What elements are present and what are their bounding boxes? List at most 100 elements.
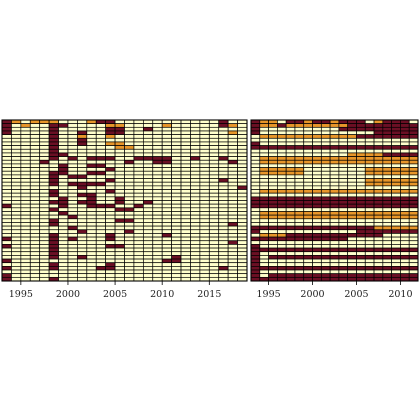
right-heatmap-cell [312, 123, 322, 128]
left-heatmap-cell [105, 152, 116, 157]
left-heatmap-cell [95, 266, 107, 271]
left-heatmap-cell [105, 163, 116, 168]
right-heatmap-cell [285, 236, 296, 242]
left-heatmap-cell [114, 152, 125, 157]
left-heatmap-cell [152, 240, 163, 245]
left-heatmap-cell [11, 258, 22, 264]
left-heatmap-cell [180, 174, 191, 179]
left-heatmap-cell [199, 240, 210, 245]
right-heatmap-cell [373, 262, 384, 267]
left-heatmap-cell [114, 240, 125, 245]
left-heatmap-cell [152, 236, 163, 242]
right-heatmap-cell [320, 170, 331, 176]
left-heatmap-cell [20, 181, 31, 187]
left-heatmap-cell [190, 170, 201, 176]
right-heatmap-cell [294, 207, 305, 212]
left-heatmap-cell [218, 137, 229, 143]
left-heatmap-cell [208, 181, 220, 187]
left-heatmap-cell [77, 167, 88, 172]
right-heatmap-cell [285, 130, 296, 135]
right-heatmap-cell [312, 126, 322, 132]
right-heatmap-cell [329, 137, 340, 143]
right-heatmap-cell [294, 233, 305, 238]
right-heatmap-cell [356, 148, 366, 154]
right-heatmap-cell [312, 152, 322, 157]
right-heatmap-cell [320, 159, 331, 165]
right-heatmap-cell [250, 266, 261, 271]
left-heatmap-cell [237, 130, 248, 135]
left-heatmap-cell [208, 200, 220, 205]
left-heatmap-cell [237, 229, 248, 234]
left-heatmap-cell [95, 170, 107, 176]
left-heatmap-cell [218, 218, 229, 223]
left-heatmap-cell [190, 167, 201, 172]
right-heatmap-cell [277, 148, 287, 154]
right-heatmap-cell [320, 229, 331, 234]
left-heatmap-cell [11, 196, 22, 201]
left-heatmap-cell [48, 236, 59, 242]
left-heatmap-cell [86, 181, 97, 187]
left-heatmap-cell [1, 178, 12, 183]
left-heatmap-cell [77, 203, 88, 209]
left-heatmap-cell [180, 141, 191, 146]
left-heatmap-cell [133, 255, 144, 260]
left-heatmap-cell [237, 211, 248, 216]
right-heatmap-cell [338, 218, 349, 223]
right-heatmap-cell [259, 189, 269, 194]
right-heatmap-cell [408, 266, 419, 271]
right-heatmap-cell [347, 123, 357, 128]
left-heatmap-cell [77, 244, 88, 249]
left-heatmap-cell [237, 203, 248, 209]
left-heatmap-cell [124, 170, 135, 176]
right-heatmap-cell [364, 262, 375, 267]
left-heatmap-cell [95, 247, 107, 253]
left-heatmap-cell [1, 181, 12, 187]
left-heatmap-cell [67, 266, 78, 271]
right-heatmap-cell [277, 251, 287, 256]
left-heatmap-cell [143, 174, 154, 179]
right-heatmap-cell [347, 207, 357, 212]
left-heatmap-cell [152, 134, 163, 139]
left-heatmap-cell [171, 247, 182, 253]
left-heatmap-cell [67, 236, 78, 242]
right-heatmap-cell [408, 258, 419, 264]
left-heatmap-cell [1, 244, 12, 249]
right-heatmap-cell [347, 269, 357, 275]
left-heatmap-cell [77, 178, 88, 183]
right-heatmap-cell [356, 222, 366, 227]
left-heatmap-cell [58, 273, 69, 278]
right-heatmap-cell [312, 174, 322, 179]
right-heatmap-cell [303, 130, 313, 135]
left-heatmap-cell [152, 262, 163, 267]
right-heatmap-cell [312, 233, 322, 238]
right-heatmap-cell [250, 178, 261, 183]
right-heatmap-cell [285, 192, 296, 198]
left-heatmap-cell [77, 163, 88, 168]
right-heatmap-cell [259, 244, 269, 249]
left-heatmap-cell [48, 137, 59, 143]
left-heatmap-cell [11, 189, 22, 194]
left-heatmap-cell [58, 196, 69, 201]
right-heatmap-cell [268, 126, 278, 132]
left-heatmap-cell [11, 229, 22, 234]
right-heatmap-cell [259, 211, 269, 216]
left-heatmap-cell [180, 214, 191, 220]
left-heatmap-cell [1, 229, 12, 234]
left-heatmap-cell [124, 269, 135, 275]
left-heatmap-cell [95, 203, 107, 209]
left-heatmap-cell [95, 236, 107, 242]
right-heatmap-cell [338, 240, 349, 245]
left-heatmap-cell [152, 222, 163, 227]
left-heatmap-cell [152, 152, 163, 157]
right-heatmap-cell [338, 170, 349, 176]
left-heatmap-cell [1, 141, 12, 146]
right-heatmap-cell [250, 137, 261, 143]
left-heatmap-cell [161, 156, 172, 161]
left-heatmap-cell [208, 178, 220, 183]
right-heatmap-cell [277, 207, 287, 212]
right-heatmap-cell [312, 258, 322, 264]
left-heatmap-cell [152, 141, 163, 146]
left-heatmap-cell [11, 211, 22, 216]
right-heatmap-cell [373, 189, 384, 194]
right-heatmap-cell [250, 196, 261, 201]
